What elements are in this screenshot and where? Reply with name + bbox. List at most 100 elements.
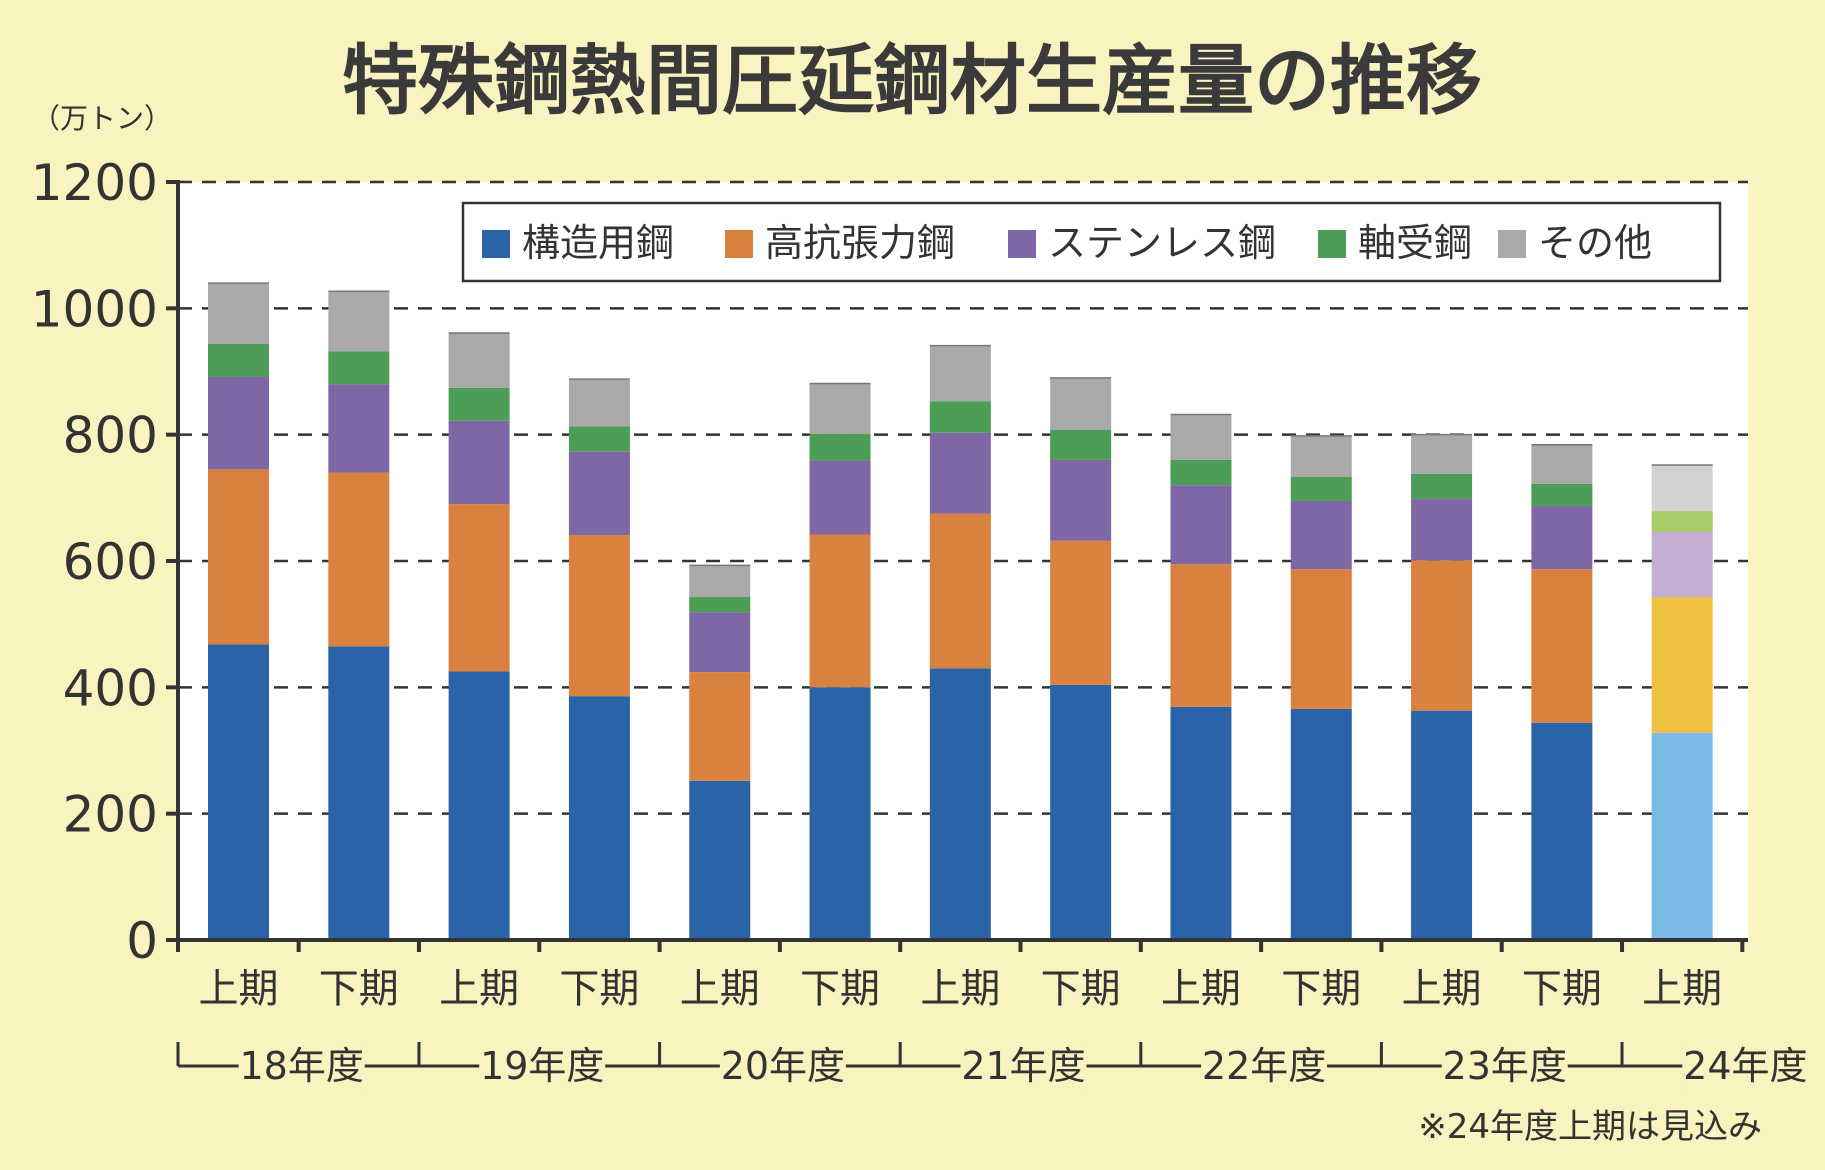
bar-segment: [1170, 706, 1232, 940]
bar-segment: [809, 687, 871, 940]
bar-segment: [1050, 540, 1112, 685]
year-group-label: 18年度: [239, 1044, 363, 1088]
year-label-bg: [1682, 1042, 1809, 1090]
year-group-label: 24年度: [1683, 1044, 1807, 1088]
bar-segment: [1170, 485, 1232, 565]
x-category-label: 下期: [319, 966, 399, 1012]
bar-segment: [1411, 710, 1473, 940]
legend-swatch: [725, 230, 753, 258]
bar-segment: [689, 612, 751, 673]
bar-segment: [1290, 476, 1352, 501]
x-category-label: 上期: [1161, 966, 1241, 1012]
legend-label: その他: [1538, 221, 1652, 265]
legend-box: [461, 201, 1722, 283]
bar-segment: [1411, 434, 1473, 474]
bar-segment: [1651, 732, 1713, 940]
y-axis-unit-label: （万トン）: [32, 102, 172, 135]
x-category-label: 下期: [1281, 966, 1361, 1012]
year-label-bg: [960, 1042, 1087, 1090]
bar-segment: [1290, 500, 1352, 570]
bar-segment: [1050, 429, 1112, 460]
bar-segment: [929, 513, 991, 669]
bar-segment: [448, 671, 510, 940]
y-tick-label: 0: [126, 912, 158, 970]
year-group-label: 20年度: [721, 1044, 845, 1088]
bar-segment: [568, 535, 630, 697]
x-category-label: 上期: [439, 966, 519, 1012]
bars: [208, 282, 1713, 940]
bar-segment: [1170, 459, 1232, 486]
x-category-label: 下期: [1041, 966, 1121, 1012]
bar-segment: [1531, 506, 1593, 570]
bar-segment: [689, 597, 751, 613]
bar-segment: [568, 379, 630, 427]
legend-label: ステンレス鋼: [1048, 221, 1276, 265]
bar-segment: [1651, 464, 1713, 512]
bar-segment: [689, 672, 751, 781]
legend-swatch: [482, 230, 510, 258]
bar-segment: [208, 283, 269, 344]
bar-segment: [689, 565, 751, 598]
legend-swatch: [1008, 230, 1036, 258]
bar-segment: [208, 644, 269, 940]
year-label-bg: [1201, 1042, 1328, 1090]
y-tick-label: 1200: [31, 154, 158, 212]
bar-segment: [809, 460, 871, 535]
bar-segment: [1290, 708, 1352, 940]
x-category-label: 上期: [680, 966, 760, 1012]
legend-label: 高抗張力鋼: [765, 221, 955, 265]
bar-segment: [1651, 511, 1713, 532]
bar-segment: [448, 332, 510, 388]
year-group-label: 23年度: [1443, 1044, 1567, 1088]
bar-segment: [328, 384, 390, 473]
bar-segment: [929, 401, 991, 433]
bar-segment: [448, 387, 510, 421]
year-group-label: 22年度: [1202, 1044, 1326, 1088]
bar-segment: [208, 343, 269, 377]
bar-segment: [1531, 444, 1593, 484]
x-category-label: 上期: [920, 966, 1000, 1012]
x-category-label: 上期: [199, 966, 279, 1012]
bar-segment: [328, 472, 390, 647]
legend-swatch: [1498, 230, 1526, 258]
bar-segment: [1170, 564, 1232, 707]
x-category-label: 下期: [1522, 966, 1602, 1012]
bar-segment: [328, 646, 390, 940]
bar-segment: [1651, 597, 1713, 733]
bar-segment: [929, 432, 991, 514]
bar-segment: [1411, 560, 1473, 711]
bar-segment: [568, 426, 630, 452]
axes: 020040060080010001200上期 下期 上期 下期 上期 下期 上期 下期 上期下…: [31, 154, 1809, 1090]
bar-segment: [689, 780, 751, 940]
forecast-note: ※24年度上期は見込み: [1418, 1107, 1762, 1147]
bar-segment: [1651, 531, 1713, 598]
legend: 構造用鋼 高抗張力鋼 ステンレス鋼 軸受鋼 その他: [461, 201, 1722, 283]
year-label-bg: [1441, 1042, 1568, 1090]
bar-segment: [568, 696, 630, 940]
bar-segment: [1531, 483, 1593, 507]
bar-segment: [1411, 473, 1473, 500]
bar-segment: [929, 345, 991, 402]
bar-segment: [1050, 459, 1112, 541]
year-label-bg: [719, 1042, 846, 1090]
bar-segment: [328, 351, 390, 385]
bar-segment: [929, 668, 991, 940]
bar-segment: [809, 434, 871, 461]
x-category-label: 下期: [800, 966, 880, 1012]
bar-segment: [448, 504, 510, 672]
y-tick-label: 1000: [31, 280, 158, 338]
legend-label: 構造用鋼: [522, 221, 674, 265]
x-category-label: 下期: [559, 966, 639, 1012]
bar-segment: [208, 469, 269, 645]
year-group-label: 21年度: [961, 1044, 1085, 1088]
gridlines: [178, 180, 1748, 815]
bar-segment: [568, 451, 630, 536]
x-category-label: 上期: [1642, 966, 1722, 1012]
bar-segment: [1411, 499, 1473, 561]
bar-segment: [208, 376, 269, 470]
year-label-bg: [479, 1042, 606, 1090]
x-category-label: 上期: [1402, 966, 1482, 1012]
bar-segment: [1290, 435, 1352, 477]
